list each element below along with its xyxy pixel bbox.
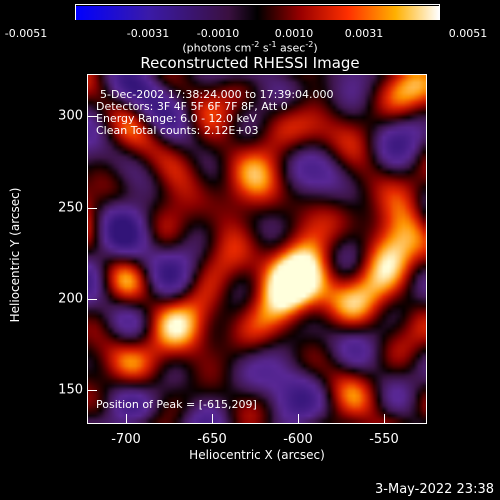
colorbar-tick-label: -0.0051	[4, 27, 48, 40]
y-tick-label: 150	[58, 382, 83, 398]
rhessi-image-heatmap	[88, 75, 426, 423]
x-tick-label: -650	[197, 432, 227, 447]
x-tick-label: -550	[369, 432, 399, 447]
time-range-annotation: 5-Dec-2002 17:38:24.000 to 17:39:04.000	[100, 88, 334, 101]
energy-range-annotation: Energy Range: 6.0 - 12.0 keV	[96, 112, 257, 125]
colorbar	[75, 4, 440, 20]
y-axis-label: Heliocentric Y (arcsec)	[8, 187, 22, 323]
peak-position-annotation: Position of Peak = [-615,209]	[96, 398, 257, 411]
y-tick-label: 200	[58, 291, 83, 307]
colorbar-tick-label: 0.0051	[448, 27, 488, 40]
colorbar-tick-label: -0.0031	[126, 27, 170, 40]
x-tick-label: -700	[111, 432, 141, 447]
colorbar-unit-label: (photons cm-2 s-1 asec-2)	[182, 40, 318, 55]
x-tick-label: -600	[283, 432, 313, 447]
plot-title: Reconstructed RHESSI Image	[140, 54, 360, 72]
clean-annotation: Clean Total counts: 2.12E+03	[96, 124, 259, 137]
colorbar-tick-label: 0.0031	[344, 27, 384, 40]
timestamp: 3-May-2022 23:38	[375, 482, 494, 497]
y-tick-label: 250	[58, 200, 83, 216]
detectors-annotation: Detectors: 3F 4F 5F 6F 7F 8F, Att 0	[96, 100, 288, 113]
rhessi-image-plot: 5-Dec-2002 17:38:24.000 to 17:39:04.000 …	[87, 74, 427, 424]
colorbar-tick-label: -0.0010	[196, 27, 240, 40]
colorbar-tick-label: 0.0010	[274, 27, 314, 40]
x-axis-label: Heliocentric X (arcsec)	[189, 448, 325, 462]
y-tick-label: 300	[58, 108, 83, 124]
